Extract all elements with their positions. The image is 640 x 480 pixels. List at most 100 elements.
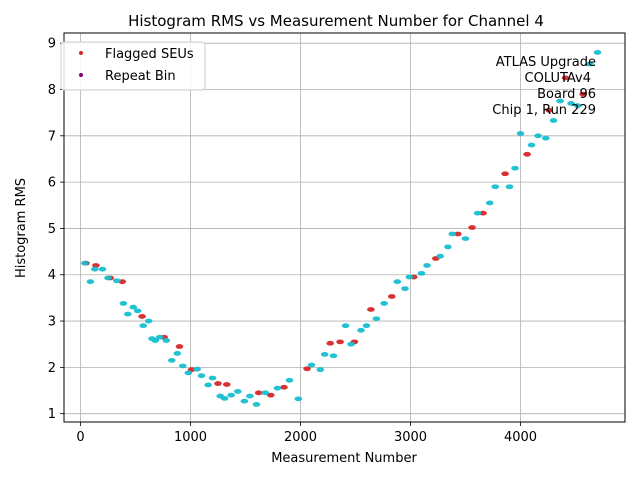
point-flagged-seus	[336, 339, 344, 345]
point-measurements	[448, 231, 457, 237]
point-measurements	[549, 118, 558, 123]
legend-marker-repeat-bin	[79, 73, 83, 77]
point-flagged-seus	[214, 381, 222, 386]
y-tick-label: 6	[48, 176, 56, 191]
point-measurements	[184, 370, 193, 376]
point-measurements	[179, 363, 187, 369]
point-measurements	[573, 103, 582, 109]
point-measurements	[405, 274, 414, 280]
point-flagged-seus	[367, 307, 375, 312]
point-measurements	[204, 382, 212, 388]
annotation-line-4: Chip 1, Run 229	[492, 103, 596, 118]
point-measurements	[341, 323, 350, 329]
point-flagged-seus	[523, 151, 531, 157]
point-flagged-seus	[138, 314, 146, 319]
point-measurements	[151, 338, 160, 343]
point-measurements	[316, 367, 325, 373]
legend-box	[60, 41, 206, 91]
annotation-line-3: Board 96	[537, 87, 596, 102]
annotation-line-1: ATLAS Upgrade	[496, 55, 596, 70]
y-tick-label: 7	[48, 129, 56, 144]
point-measurements	[401, 286, 409, 292]
point-measurements	[329, 353, 338, 359]
point-measurements	[208, 375, 217, 381]
point-measurements	[227, 392, 235, 398]
point-measurements	[234, 389, 242, 394]
point-measurements	[173, 351, 182, 356]
point-measurements	[261, 390, 270, 396]
point-measurements	[357, 327, 365, 333]
point-measurements	[193, 366, 201, 372]
x-tick-label: 2000	[284, 430, 317, 445]
y-tick-label: 1	[48, 407, 56, 422]
point-measurements	[372, 316, 381, 322]
x-tick-label: 4000	[504, 430, 537, 445]
point-measurements	[511, 165, 519, 171]
point-flagged-seus	[254, 390, 263, 396]
point-flagged-seus	[223, 382, 231, 387]
point-measurements	[133, 308, 142, 314]
point-flagged-seus	[479, 210, 487, 216]
point-measurements	[168, 358, 176, 363]
point-measurements	[491, 184, 500, 190]
point-measurements	[380, 301, 388, 306]
y-tick-label: 9	[48, 37, 56, 52]
data-points	[81, 50, 602, 407]
point-measurements	[155, 334, 164, 340]
point-measurements	[423, 263, 431, 268]
point-measurements	[139, 323, 147, 329]
x-tick-label: 3000	[394, 430, 427, 445]
y-tick-label: 2	[48, 361, 56, 376]
point-measurements	[124, 311, 132, 317]
point-flagged-seus	[561, 75, 570, 81]
point-measurements	[347, 341, 355, 347]
point-measurements	[567, 100, 575, 106]
point-measurements	[252, 402, 261, 407]
point-flagged-seus	[267, 392, 275, 398]
point-measurements	[362, 323, 371, 329]
point-measurements	[285, 377, 294, 383]
point-measurements	[246, 393, 254, 399]
point-measurements	[240, 398, 249, 404]
point-measurements	[81, 260, 89, 266]
point-measurements	[162, 338, 171, 343]
point-measurements	[556, 98, 564, 104]
point-measurements	[393, 279, 402, 285]
point-flagged-seus	[388, 294, 396, 299]
point-measurements	[113, 278, 121, 284]
point-flagged-seus	[175, 344, 184, 349]
point-measurements	[197, 373, 206, 379]
point-flagged-seus	[501, 171, 509, 177]
point-measurements	[461, 236, 470, 242]
point-measurements	[273, 385, 282, 391]
point-measurements	[104, 275, 112, 281]
point-flagged-seus	[545, 107, 553, 113]
point-flagged-seus	[454, 231, 462, 237]
point-measurements	[144, 318, 153, 324]
point-measurements	[91, 266, 99, 272]
point-measurements	[505, 184, 514, 190]
run-annotation: ATLAS Upgrade COLUTAv4 Board 96 Chip 1, …	[492, 55, 596, 118]
legend: Flagged SEUs Repeat Bin	[60, 41, 206, 91]
point-flagged-seus	[92, 263, 100, 268]
x-tick-label: 0	[76, 430, 84, 445]
point-measurements	[98, 266, 107, 272]
legend-label-repeat-bin: Repeat Bin	[105, 69, 176, 84]
grid	[64, 33, 625, 422]
point-flagged-seus	[579, 91, 587, 97]
chart-title: Histogram RMS vs Measurement Number for …	[128, 12, 544, 30]
point-measurements	[129, 304, 138, 310]
point-measurements	[294, 396, 303, 402]
point-flagged-seus	[326, 340, 335, 346]
y-tick-label: 4	[48, 268, 56, 283]
annotation-line-2: COLUTAv4	[525, 71, 591, 86]
point-measurements	[417, 270, 426, 276]
point-measurements	[473, 210, 482, 216]
point-measurements	[119, 301, 128, 306]
y-tick-label: 3	[48, 315, 56, 330]
point-measurements	[320, 351, 329, 357]
point-flagged-seus	[280, 384, 288, 390]
point-measurements	[436, 253, 445, 259]
point-measurements	[86, 279, 95, 285]
